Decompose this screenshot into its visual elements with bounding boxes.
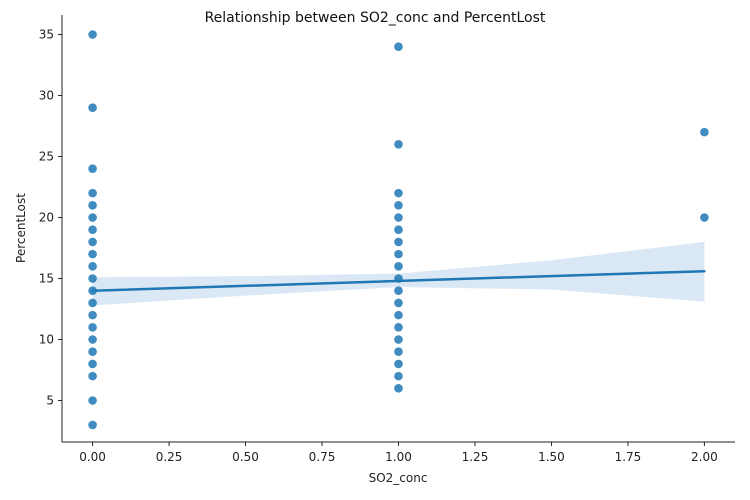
data-point bbox=[394, 359, 403, 369]
data-point bbox=[700, 213, 709, 222]
data-point bbox=[88, 103, 97, 113]
x-tick-label: 1.00 bbox=[385, 450, 412, 464]
data-point bbox=[394, 42, 403, 52]
x-tick-label: 2.00 bbox=[691, 450, 718, 464]
chart-title: Relationship between SO2_conc and Percen… bbox=[205, 10, 546, 26]
data-point bbox=[394, 347, 403, 357]
data-point bbox=[88, 274, 97, 283]
y-tick-label: 15 bbox=[39, 272, 54, 286]
x-tick-label: 1.50 bbox=[538, 450, 565, 464]
x-axis-title: SO2_conc bbox=[369, 471, 428, 485]
data-point bbox=[88, 420, 97, 430]
data-point bbox=[88, 298, 97, 308]
data-point bbox=[88, 359, 97, 369]
data-point bbox=[394, 335, 403, 344]
data-point bbox=[88, 371, 97, 381]
data-point bbox=[88, 396, 97, 405]
data-point bbox=[394, 298, 403, 308]
y-tick-label: 30 bbox=[39, 89, 54, 103]
data-point bbox=[88, 335, 97, 344]
regression-line bbox=[91, 269, 706, 292]
x-tick-label: 1.25 bbox=[462, 450, 489, 464]
y-tick-label: 5 bbox=[46, 394, 54, 408]
data-point bbox=[88, 347, 97, 357]
x-tick-label: 0.75 bbox=[309, 450, 336, 464]
data-point bbox=[394, 188, 403, 198]
data-point bbox=[394, 225, 403, 235]
data-point bbox=[88, 323, 97, 332]
y-ticks: 5 10 15 20 25 30 35 bbox=[39, 28, 62, 408]
data-point bbox=[394, 213, 403, 222]
data-point bbox=[394, 323, 403, 332]
data-point bbox=[394, 286, 403, 296]
data-point bbox=[88, 201, 97, 210]
y-axis-title: PercentLost bbox=[14, 193, 28, 263]
data-point bbox=[394, 249, 403, 259]
y-tick-label: 35 bbox=[39, 28, 54, 42]
x-ticks: 0.00 0.25 0.50 0.75 1.00 1.25 1.50 1.75 2.00 bbox=[79, 442, 718, 464]
x-tick-label: 0.25 bbox=[156, 450, 183, 464]
confidence-band bbox=[92, 241, 705, 306]
data-point bbox=[88, 213, 97, 222]
data-point bbox=[394, 384, 403, 393]
y-tick-label: 20 bbox=[39, 211, 54, 225]
x-tick-label: 1.75 bbox=[615, 450, 642, 464]
data-point bbox=[394, 140, 403, 149]
data-point bbox=[88, 262, 97, 271]
x-tick-label: 0.50 bbox=[232, 450, 259, 464]
data-point bbox=[394, 201, 403, 210]
y-tick-label: 25 bbox=[39, 150, 54, 164]
data-point bbox=[88, 164, 97, 174]
data-point bbox=[394, 237, 403, 247]
data-point bbox=[88, 310, 97, 320]
data-point bbox=[88, 225, 97, 235]
data-point bbox=[88, 30, 97, 39]
data-point bbox=[394, 310, 403, 320]
data-point bbox=[88, 188, 97, 198]
x-tick-label: 0.00 bbox=[79, 450, 106, 464]
data-point bbox=[700, 127, 709, 137]
data-point bbox=[394, 262, 403, 271]
plot-area bbox=[88, 30, 709, 430]
data-point bbox=[88, 237, 97, 247]
data-point bbox=[88, 249, 97, 259]
y-tick-label: 10 bbox=[39, 333, 54, 347]
data-point bbox=[394, 371, 403, 381]
